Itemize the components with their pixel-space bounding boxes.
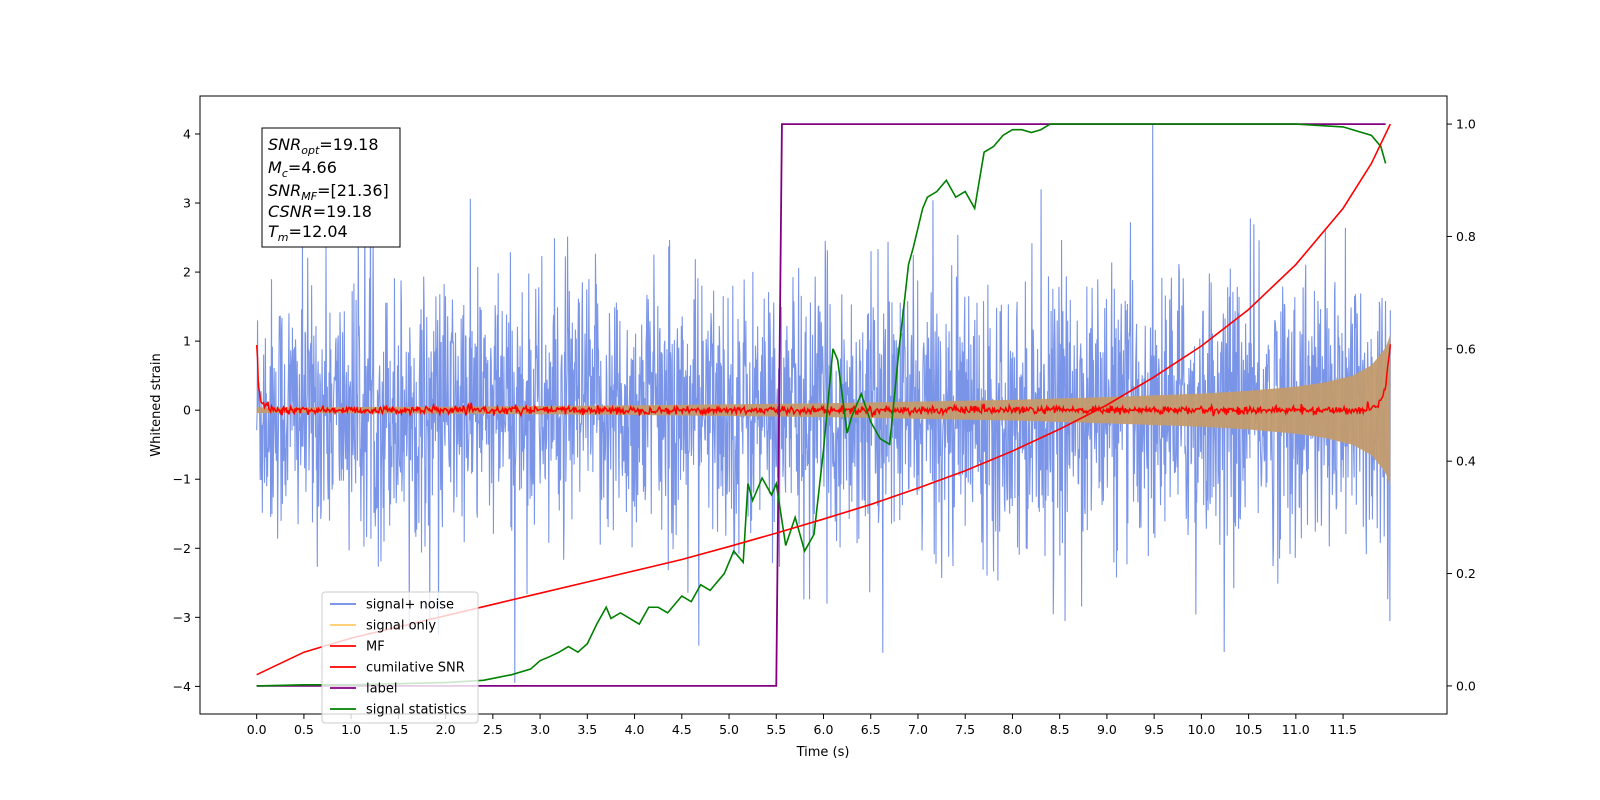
y2-tick-label: 0.8	[1456, 229, 1476, 244]
x-tick-label: 10.0	[1187, 722, 1215, 737]
x-tick-label: 6.5	[861, 722, 881, 737]
x-tick-label: 3.0	[530, 722, 550, 737]
annotation-csnr: CSNR=19.18	[268, 202, 372, 221]
x-axis-label: Time (s)	[796, 745, 850, 760]
axes: 0.0 0.5 1.0 1.5 2.0 2.5 3.0 3.5 4.0 4.5 5.0 5.5 6.0 6…	[173, 117, 1476, 737]
y-tick-label: −2	[173, 541, 191, 556]
y-axis-label: Whitened strain	[149, 353, 164, 456]
legend-label: signal only	[366, 619, 436, 634]
x-tick-label: 9.0	[1097, 722, 1117, 737]
y-tick-label: −3	[173, 610, 191, 625]
x-tick-label: 11.5	[1329, 722, 1357, 737]
y2-tick-label: 0.0	[1456, 678, 1476, 693]
x-tick-label: 4.0	[625, 722, 645, 737]
x-tick-label: 6.0	[814, 722, 834, 737]
x-tick-label: 1.0	[341, 722, 361, 737]
y-tick-label: 4	[183, 126, 191, 141]
signal-statistics-series	[256, 123, 1387, 687]
annotation-snr-mf: SNRMF=[21.36]	[268, 181, 389, 203]
legend-label: label	[366, 682, 397, 697]
x-tick-label: 0.0	[247, 722, 267, 737]
x-tick-label: 5.5	[766, 722, 786, 737]
mf-series	[255, 344, 1392, 418]
legend-label: signal+ noise	[366, 598, 454, 613]
x-tick-label: 4.5	[672, 722, 692, 737]
y2-tick-label: 0.2	[1456, 566, 1476, 581]
y-tick-label: 1	[183, 334, 191, 349]
plot-area	[255, 123, 1392, 687]
legend-frame	[321, 591, 479, 724]
x-tick-label: 11.0	[1282, 722, 1310, 737]
legend-label: MF	[366, 640, 385, 655]
y2-tick-label: 0.4	[1456, 454, 1476, 469]
x-tick-label: 9.5	[1144, 722, 1164, 737]
x-tick-label: 0.5	[294, 722, 314, 737]
y-tick-label: 3	[183, 196, 191, 211]
y2-tick-label: 1.0	[1456, 117, 1476, 132]
x-tick-label: 5.0	[719, 722, 739, 737]
x-tick-label: 2.0	[436, 722, 456, 737]
stats-annotation-box: SNRopt=19.18 Mc=4.66 SNRMF=[21.36] CSNR=…	[261, 127, 401, 248]
legend-label: signal statistics	[366, 703, 467, 718]
y-tick-label: 0	[183, 403, 191, 418]
x-tick-label: 2.5	[483, 722, 503, 737]
x-tick-label: 1.5	[388, 722, 408, 737]
x-tick-label: 7.5	[955, 722, 975, 737]
y-tick-label: 2	[183, 265, 191, 280]
legend-label: cumilative SNR	[366, 661, 465, 676]
y2-tick-label: 0.6	[1456, 341, 1476, 356]
stats-annotation-frame	[261, 127, 401, 248]
legend: signal+ noise signal only MF cumilative SNR…	[321, 591, 479, 724]
x-tick-label: 7.0	[908, 722, 928, 737]
annotation-tm: Tm=12.04	[268, 222, 348, 244]
annotation-mc: Mc=4.66	[268, 158, 337, 180]
x-tick-label: 8.5	[1050, 722, 1070, 737]
x-tick-label: 10.5	[1235, 722, 1263, 737]
annotation-snr-opt: SNRopt=19.18	[268, 135, 379, 157]
y-tick-label: −4	[173, 679, 191, 694]
x-tick-label: 8.0	[1002, 722, 1022, 737]
x-tick-label: 3.5	[577, 722, 597, 737]
y-tick-label: −1	[173, 472, 191, 487]
